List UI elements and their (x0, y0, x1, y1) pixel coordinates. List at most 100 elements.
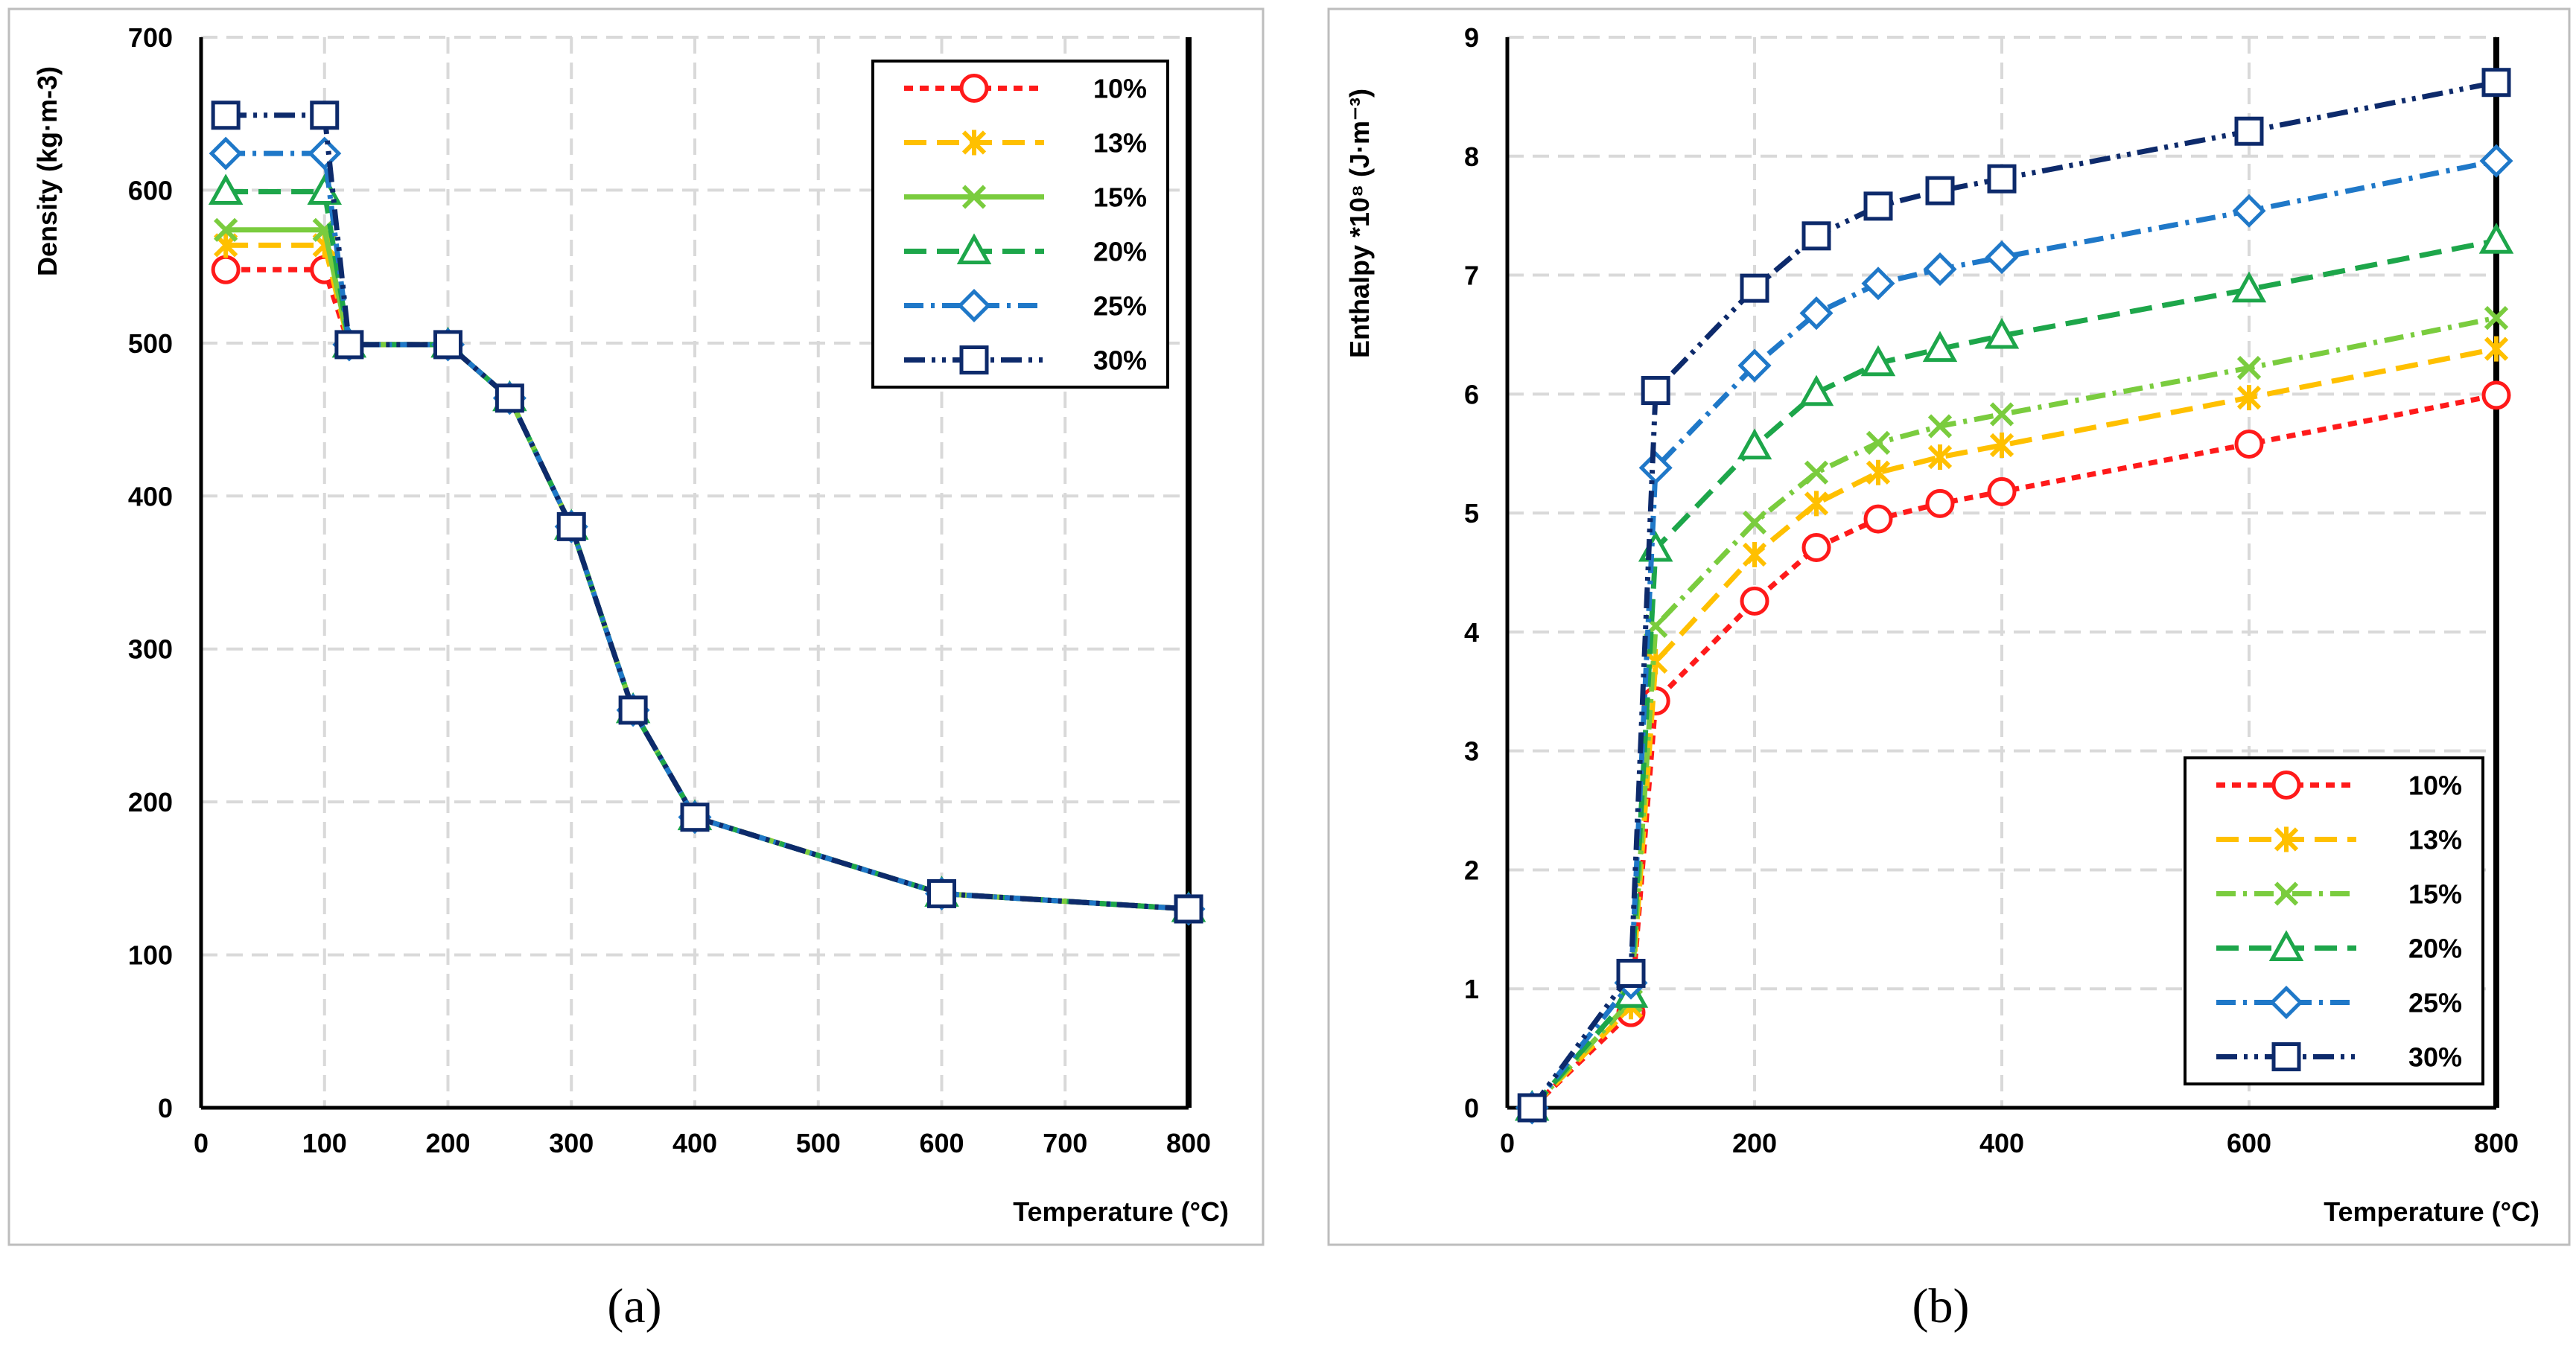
panel-b-legend-marker-25% (2269, 985, 2303, 1020)
panel-a-legend-marker-30% (959, 345, 989, 374)
panel-a-y-axis-title: Density (kg·m-3) (32, 66, 63, 276)
panel-a-x-tick-label: 800 (1166, 1128, 1211, 1158)
panel-a-legend-label-20%: 20% (1093, 237, 1147, 267)
panel-a-legend-box (871, 60, 1169, 389)
panel-b-point-25% (2479, 144, 2513, 178)
panel-a-x-tick-label: 600 (919, 1128, 964, 1158)
panel-a-y-tick-label: 0 (158, 1093, 173, 1123)
panel-a-point-10% (211, 255, 241, 284)
panel-b-x-tick-label: 400 (1979, 1128, 2024, 1158)
panel-b-point-13% (1742, 542, 1767, 568)
panel-b-y-tick-label: 5 (1464, 498, 1479, 529)
panel-b-point-30% (1801, 221, 1831, 251)
panel-a-point-30% (494, 383, 524, 413)
panel-a-point-30% (618, 695, 648, 725)
panel-b-point-13% (2236, 385, 2262, 411)
panel-b-legend-marker-13% (2274, 826, 2299, 852)
panel-b-point-13% (1866, 459, 1891, 485)
panel-b-point-20% (1799, 374, 1834, 406)
panel-b-legend-marker-30% (2271, 1042, 2301, 1071)
panel-b-point-15% (1866, 430, 1891, 455)
panel-b-x-axis-title: Temperature (°C) (2324, 1196, 2540, 1227)
panel-b-point-30% (1517, 1093, 1547, 1123)
panel-b-y-tick-label: 9 (1464, 22, 1479, 53)
panel-b-point-13% (1989, 433, 2014, 459)
panel-b-legend-marker-10% (2271, 771, 2301, 800)
panel-a-legend-marker-25% (957, 288, 991, 323)
panel-a-point-30% (927, 878, 956, 908)
panel-b-legend-box (2184, 756, 2484, 1085)
panel-a-point-25% (209, 136, 243, 170)
panel-b-series-line-25% (1530, 158, 2497, 1110)
panel-a-legend-label-30%: 30% (1093, 345, 1147, 376)
panel-b-point-10% (1740, 586, 1769, 616)
panel-b-point-15% (1927, 414, 1953, 438)
panel-a-y-tick-label: 200 (128, 787, 173, 817)
panel-b-point-30% (1740, 273, 1769, 303)
panel-b-point-20% (2231, 271, 2267, 303)
panel-b-point-25% (1985, 240, 2019, 275)
panel-a-y-tick-label: 600 (128, 175, 173, 205)
panel-b-point-20% (1860, 345, 1896, 377)
panel-a-x-tick-label: 200 (425, 1128, 470, 1158)
panel-a-y-tick-label: 400 (128, 481, 173, 511)
panel-a-x-axis-title: Temperature (°C) (1013, 1196, 1229, 1227)
caption-a: (a) (607, 1279, 661, 1333)
panel-b-legend-marker-15% (2274, 881, 2299, 906)
panel-a-x-tick-label: 700 (1043, 1128, 1087, 1158)
panel-a-point-15% (214, 217, 238, 242)
panel-b-point-25% (1638, 450, 1673, 485)
panel-b-legend-label-20%: 20% (2408, 934, 2462, 964)
panel-b-point-20% (2478, 223, 2514, 254)
panel-b-point-15% (1989, 402, 2014, 427)
panel-b-point-20% (1737, 428, 1772, 460)
panel-a-point-25% (308, 136, 342, 170)
panel-b-legend-label-25%: 25% (2408, 988, 2462, 1018)
panel-a-point-30% (433, 330, 462, 360)
panel-a-y-tick-label: 100 (128, 940, 173, 971)
panel-a-x-tick-label: 500 (796, 1128, 841, 1158)
panel-b-y-tick-label: 0 (1464, 1093, 1479, 1123)
panel-a-x-tick-label: 0 (194, 1128, 209, 1158)
panel-b-point-25% (1799, 296, 1834, 331)
panel-b-x-tick-label: 600 (2227, 1128, 2271, 1158)
panel-a-legend-marker-13% (961, 130, 987, 156)
panel-b-point-10% (2481, 380, 2511, 410)
chart-b-enthalpy: 0 200 400 600 800 0 1 2 3 4 5 6 7 8 9 Temperature (°C) E… (1344, 22, 2540, 1227)
panel-b-point-25% (2232, 194, 2266, 228)
panel-a-y-tick-label: 700 (128, 22, 173, 53)
panel-a-point-30% (556, 511, 586, 541)
panel-a-series-line-30% (226, 112, 1189, 912)
panel-b-y-tick-label: 8 (1464, 141, 1479, 172)
panel-a-legend-marker-10% (959, 74, 989, 103)
panel-b-y-tick-label: 6 (1464, 379, 1479, 409)
panel-a-point-30% (310, 101, 340, 130)
panel-b-point-13% (1927, 444, 1953, 471)
panel-a-legend-marker-15% (961, 185, 987, 209)
panel-a-point-30% (1174, 894, 1203, 924)
caption-b: (b) (1912, 1279, 1970, 1333)
panel-b-point-10% (1925, 488, 1955, 518)
panel-b-point-30% (1987, 164, 2017, 194)
panel-b-legend-label-15%: 15% (2408, 879, 2462, 910)
panel-b-x-tick-label: 0 (1500, 1128, 1515, 1158)
panel-b-point-15% (2236, 356, 2262, 380)
panel-b-point-25% (1861, 267, 1895, 301)
panel-b-point-30% (1925, 176, 1955, 205)
panel-b-point-30% (1863, 191, 1893, 221)
panel-a-x-tick-label: 300 (549, 1128, 594, 1158)
panel-b-point-13% (2484, 336, 2509, 362)
panel-a-point-30% (211, 101, 241, 130)
panel-b-point-30% (1641, 376, 1670, 406)
panel-b-point-25% (1737, 348, 1772, 383)
chart-a-density: 0 100 200 300 400 500 600 700 800 0 100 200 300 400 50… (32, 22, 1229, 1227)
panel-b-point-13% (1804, 491, 1829, 517)
panel-b-point-30% (2481, 68, 2511, 98)
panel-b-legend-label-30%: 30% (2408, 1042, 2462, 1073)
panel-b-point-10% (2234, 429, 2264, 459)
panel-b-point-15% (2484, 305, 2509, 331)
panel-b-legend-marker-20% (2268, 930, 2304, 961)
panel-a-y-tick-label: 300 (128, 634, 173, 665)
panel-b-y-tick-label: 2 (1464, 855, 1479, 885)
panel-b-point-10% (1863, 504, 1893, 534)
